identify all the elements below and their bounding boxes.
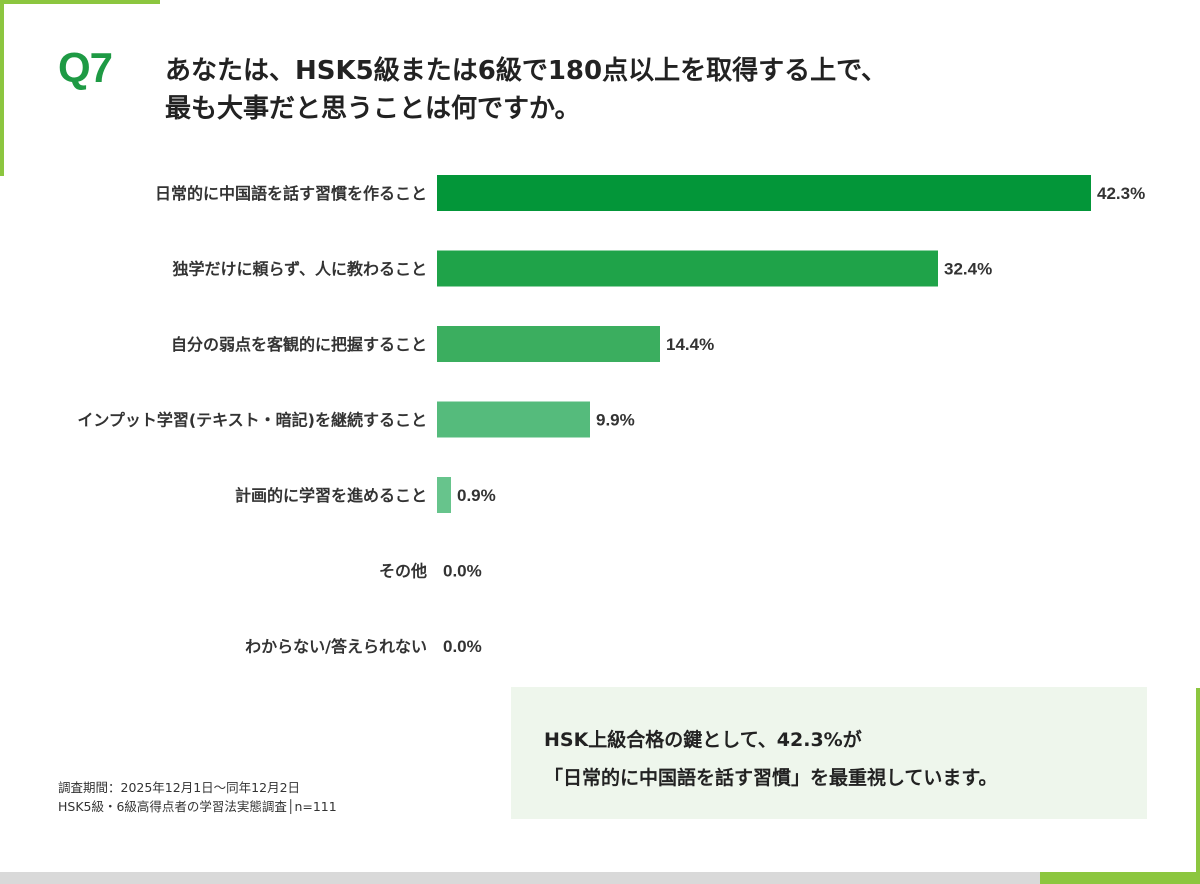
- value-label: 42.3%: [1097, 184, 1145, 203]
- bottom-gray-bar: [0, 872, 1200, 884]
- footnote: 調査期間：2025年12月1日～同年12月2日 HSK5級・6級高得点者の学習法…: [58, 778, 337, 816]
- bar: [437, 477, 451, 513]
- accent-right-line: [1196, 688, 1200, 884]
- bar: [437, 326, 660, 362]
- value-label: 0.0%: [443, 562, 482, 581]
- accent-top-line: [0, 0, 160, 4]
- bottom-green-bar: [1040, 872, 1200, 884]
- accent-left-line: [0, 0, 4, 176]
- category-label: わからない/答えられない: [245, 637, 427, 656]
- survey-period: 調査期間：2025年12月1日～同年12月2日: [58, 780, 301, 795]
- value-label: 0.0%: [443, 637, 482, 656]
- bar-chart: 日常的に中国語を話す習慣を作ること 42.3% 独学だけに頼らず、人に教わること 32…: [77, 175, 1145, 656]
- survey-name: HSK5級・6級高得点者の学習法実態調査│n=111: [58, 799, 337, 814]
- question-text: あなたは、HSK5級または6級で180点以上を取得する上で、 最も大事だと思うこ…: [165, 56, 888, 124]
- category-label: 自分の弱点を客観的に把握すること: [171, 335, 427, 354]
- category-label: 独学だけに頼らず、人に教わること: [172, 260, 427, 279]
- category-label: インプット学習(テキスト・暗記)を継続すること: [77, 411, 427, 430]
- callout-text: HSK上級合格の鍵として、42.3%が 「日常的に中国語を話す習慣」を最重視して…: [544, 721, 998, 797]
- value-label: 0.9%: [457, 486, 496, 505]
- value-label: 14.4%: [666, 335, 714, 354]
- bar: [437, 401, 590, 438]
- value-label: 32.4%: [944, 260, 992, 279]
- question-number: Q7: [58, 44, 113, 91]
- bar: [437, 250, 938, 287]
- category-label: その他: [379, 562, 427, 581]
- value-label: 9.9%: [596, 411, 635, 430]
- callout-line-2: 「日常的に中国語を話す習慣」を最重視しています。: [544, 767, 998, 789]
- bar: [437, 175, 1091, 211]
- callout-line-1: HSK上級合格の鍵として、42.3%が: [544, 729, 862, 751]
- category-label: 日常的に中国語を話す習慣を作ること: [155, 184, 427, 203]
- category-label: 計画的に学習を進めること: [235, 486, 427, 505]
- callout-box: HSK上級合格の鍵として、42.3%が 「日常的に中国語を話す習慣」を最重視して…: [511, 687, 1147, 819]
